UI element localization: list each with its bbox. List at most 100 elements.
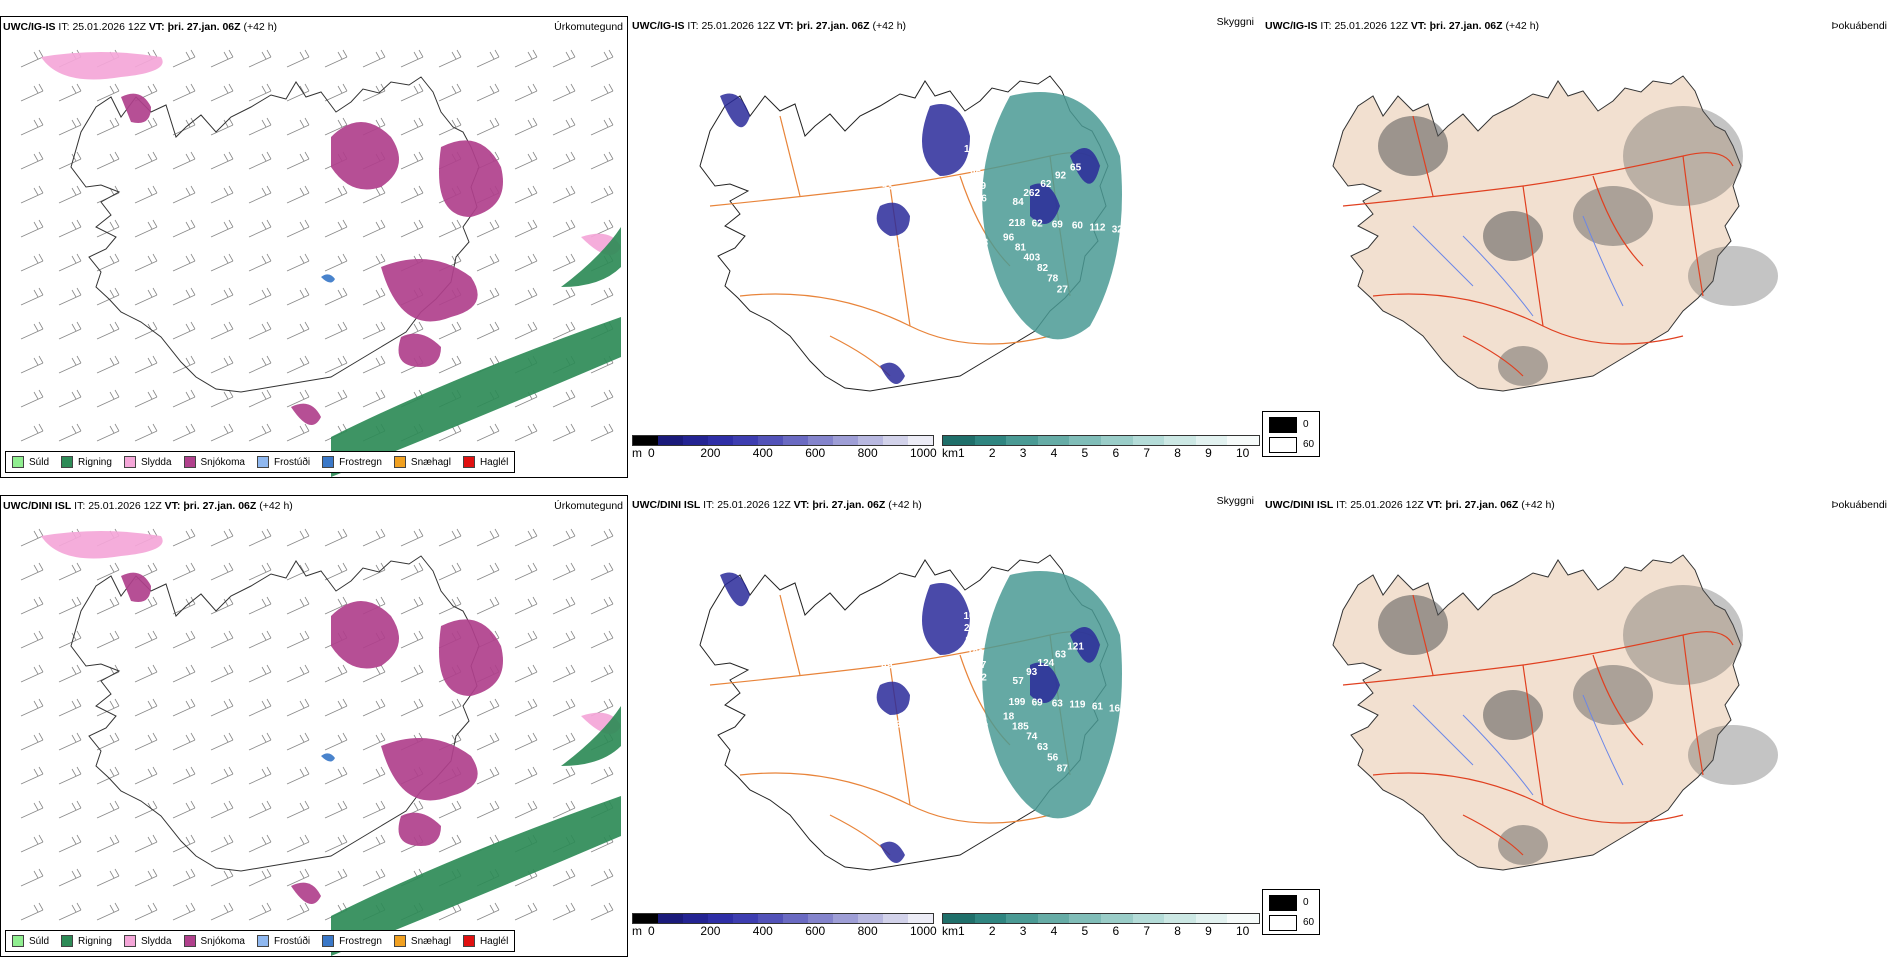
- wind-barb: [286, 83, 310, 102]
- wind-barb: [96, 185, 120, 204]
- colorbar-step: [1037, 914, 1070, 923]
- legend-swatch: [462, 456, 475, 468]
- precip-map: [20, 528, 621, 956]
- wind-barb: [324, 732, 348, 751]
- wind-barb: [286, 698, 310, 717]
- wind-barb: [514, 902, 538, 921]
- wind-barb: [96, 834, 120, 853]
- wind-barb: [362, 83, 386, 102]
- panel-header: UWC/DINI ISL IT: 25.01.2026 12Z VT: þri.…: [3, 500, 293, 512]
- legend-label: Frostúði: [273, 935, 311, 947]
- legend-label: Snæhagl: [410, 935, 451, 947]
- legend-label: Snjókoma: [200, 935, 245, 947]
- legend-item: Slydda: [123, 935, 172, 947]
- wind-barb: [20, 528, 44, 547]
- cloud-base-label: 74: [1026, 732, 1038, 743]
- cloud-base-label: 56: [976, 193, 988, 204]
- cloud-base-label: 254: [965, 636, 982, 647]
- wind-barb: [58, 253, 82, 272]
- panel-title: Þokuábendi: [1831, 20, 1887, 32]
- colorbar-tick: 200: [700, 446, 721, 460]
- fog-legend-black: [1269, 417, 1297, 433]
- wind-barb: [20, 630, 44, 649]
- fog-area: [1573, 665, 1653, 725]
- wind-barb: [134, 253, 158, 272]
- colorbar-tick: 400: [752, 446, 773, 460]
- cloud-base-label: 71: [915, 195, 927, 206]
- wind-barb: [324, 664, 348, 683]
- road: [1522, 185, 1544, 327]
- wind-barb: [552, 389, 576, 408]
- road: [1412, 594, 1434, 676]
- legend-item: Snjókoma: [183, 935, 245, 947]
- colorbar-tick: 2: [988, 924, 996, 938]
- panel-header: UWC/IG-IS IT: 25.01.2026 12Z VT: þri. 27…: [1265, 20, 1540, 32]
- wind-barb: [58, 664, 82, 683]
- wind-barb: [96, 630, 120, 649]
- wind-barb: [514, 185, 538, 204]
- wind-barb: [590, 902, 614, 921]
- wind-barb: [172, 630, 196, 649]
- cloud-base-label: 184: [929, 681, 946, 692]
- wind-barb: [324, 219, 348, 238]
- legend-swatch: [12, 935, 24, 947]
- wind-barb: [210, 596, 234, 615]
- river: [1412, 704, 1474, 766]
- wind-barb: [248, 800, 272, 819]
- wind-barb: [552, 732, 576, 751]
- colorbar-tick: 6: [1112, 446, 1120, 460]
- colorbar-step: [858, 436, 883, 445]
- colorbar-tick: 800: [857, 446, 878, 460]
- wind-barb: [248, 698, 272, 717]
- wind-barb: [20, 151, 44, 170]
- wind-barb: [362, 698, 386, 717]
- wind-barb: [362, 253, 386, 272]
- wind-barb: [362, 185, 386, 204]
- wind-barb: [286, 732, 310, 751]
- river: [1462, 235, 1534, 317]
- wind-barb: [324, 698, 348, 717]
- cloud-base-label: 71: [977, 717, 989, 728]
- wind-barb: [20, 321, 44, 340]
- wind-barb: [362, 355, 386, 374]
- wind-barb: [438, 596, 462, 615]
- wind-barb: [134, 219, 158, 238]
- colorbar-step: [1100, 914, 1133, 923]
- wind-barb: [96, 732, 120, 751]
- colorbar-tick: 600: [805, 446, 826, 460]
- fog-legend-white: [1269, 437, 1297, 453]
- precip-area: [331, 317, 621, 477]
- wind-barb: [324, 868, 348, 887]
- wind-barb: [96, 423, 120, 442]
- cloud-area: [720, 572, 750, 607]
- colorbar-step: [974, 436, 1007, 445]
- colorbar-tick: 8: [1174, 446, 1181, 460]
- wind-barb: [476, 253, 500, 272]
- wind-barb: [58, 766, 82, 785]
- wind-barb: [324, 355, 348, 374]
- wind-barb: [286, 287, 310, 306]
- wind-barb: [20, 253, 44, 272]
- wind-barb: [210, 83, 234, 102]
- colorbar-step: [708, 914, 733, 923]
- wind-barb: [438, 528, 462, 547]
- colorbar-step: [908, 436, 933, 445]
- cloud-base-label: 56: [1047, 753, 1059, 764]
- fog-legend-white: [1269, 915, 1297, 931]
- wind-barb: [172, 528, 196, 547]
- precip-area: [439, 140, 503, 217]
- road: [1342, 631, 1734, 686]
- precip-area: [331, 796, 621, 956]
- legend-item: Haglél: [462, 935, 508, 947]
- wind-barb: [210, 389, 234, 408]
- wind-barb: [286, 355, 310, 374]
- wind-barb: [438, 800, 462, 819]
- legend-label: Rigning: [78, 456, 112, 468]
- wind-barb: [552, 766, 576, 785]
- colorbar-step: [808, 914, 833, 923]
- colorbar-step: [1195, 914, 1228, 923]
- wind-barb: [20, 83, 44, 102]
- precip-legend: Súld Rigning Slydda Snjókoma Frostúði Frostre…: [5, 930, 516, 952]
